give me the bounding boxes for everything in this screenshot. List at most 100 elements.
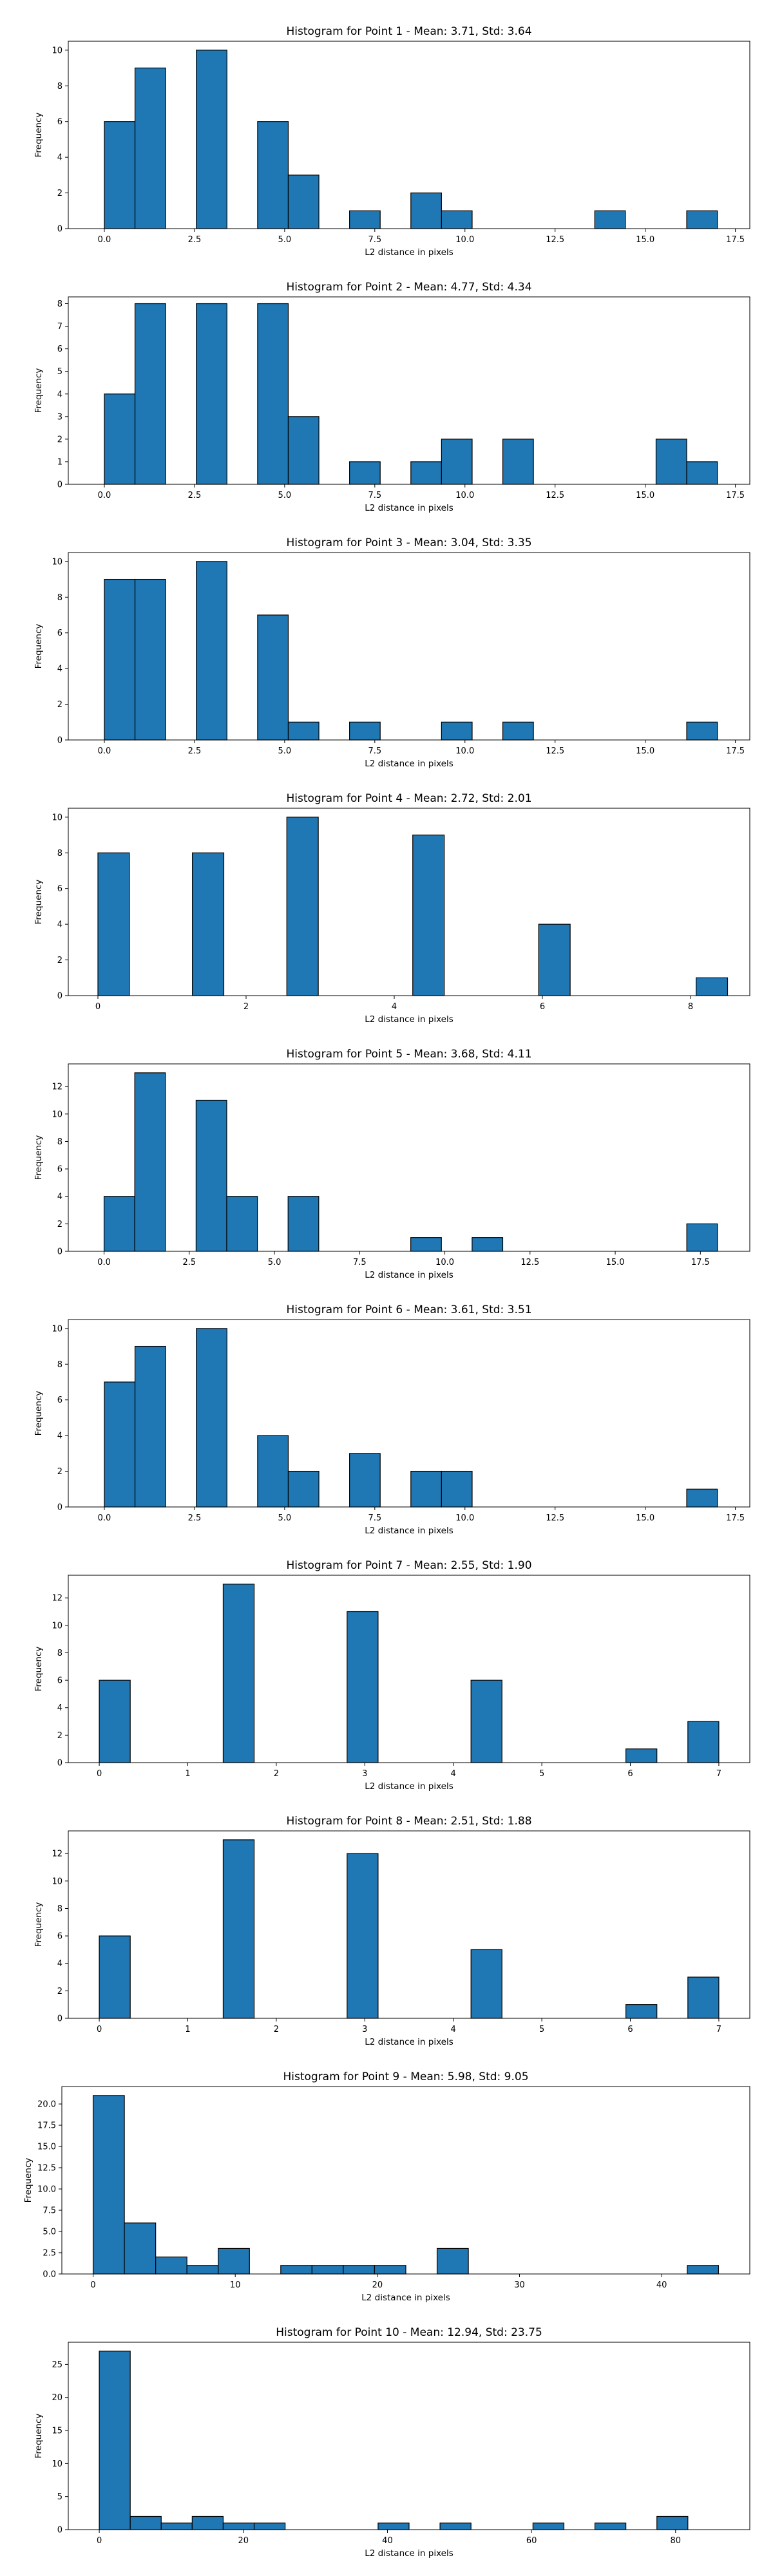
histogram-bar (410, 1470, 442, 1508)
histogram-bar (257, 614, 289, 741)
chart-title: Histogram for Point 5 - Mean: 3.68, Std:… (286, 1048, 531, 1061)
y-tick-label: 0 (57, 2526, 62, 2535)
x-axis: 0 10 20 30 40 (90, 2274, 667, 2290)
histogram-bar (134, 578, 166, 741)
x-tick-label: 4 (451, 1769, 456, 1779)
plot-frame (68, 1575, 750, 1763)
x-axis: 0 1 2 3 4 5 6 7 (97, 1763, 721, 1779)
histogram-bar (347, 1611, 379, 1763)
plot-frame (68, 1830, 750, 2019)
plot-frame (68, 296, 750, 485)
y-tick-label: 8 (57, 299, 62, 309)
histogram-bar (134, 1345, 166, 1508)
x-tick-label: 7.5 (368, 1513, 381, 1523)
x-tick-label: 20 (238, 2536, 249, 2546)
y-tick-label: 10 (52, 1621, 62, 1631)
histogram-bar (343, 2265, 376, 2275)
x-tick-label: 5.0 (278, 746, 292, 756)
chart-title: Histogram for Point 7 - Mean: 2.55, Std:… (286, 1559, 531, 1572)
histogram-bar (196, 561, 227, 741)
y-tick-label: 7 (57, 322, 62, 332)
x-tick-label: 17.5 (726, 746, 745, 756)
histogram-bar (377, 2523, 410, 2530)
x-tick-label: 17.5 (726, 235, 745, 245)
y-axis: 0 2 4 6 8 10 (52, 557, 68, 746)
y-axis: 0.0 2.5 5.0 7.5 10.0 12.5 15.0 17.5 20.0 (37, 2100, 62, 2280)
bars-group (92, 2095, 720, 2275)
histogram-bar (92, 2095, 125, 2275)
histogram-bar (441, 210, 473, 229)
histogram-panel-2: Histogram for Point 2 - Mean: 4.77, Std:… (33, 281, 750, 513)
histogram-bar (532, 2523, 565, 2530)
y-axis-label: Frequency (33, 1391, 44, 1436)
y-tick-label: 2.5 (43, 2249, 56, 2259)
histogram-bar (687, 1976, 720, 2019)
x-tick-label: 7.5 (368, 235, 381, 245)
y-tick-label: 20 (52, 2393, 62, 2403)
y-tick-label: 8 (57, 1904, 62, 1914)
histogram-bar (696, 977, 729, 996)
histogram-bar (686, 1223, 718, 1252)
x-tick-label: 15.0 (636, 491, 654, 500)
histogram-bar (104, 578, 136, 741)
histogram-bar (655, 439, 687, 485)
chart-title: Histogram for Point 3 - Mean: 3.04, Std:… (286, 536, 531, 549)
bars-group (104, 303, 718, 485)
histogram-bar (287, 175, 320, 229)
y-tick-label: 4 (57, 1703, 62, 1713)
y-tick-label: 2 (57, 435, 62, 444)
histogram-bar (192, 852, 225, 996)
plot-frame (68, 2342, 750, 2530)
x-tick-label: 3 (362, 1769, 367, 1779)
histogram-bar (374, 2265, 406, 2275)
bars-group (99, 2351, 689, 2530)
x-tick-label: 10.0 (455, 1513, 474, 1523)
histogram-bar (196, 303, 227, 485)
x-tick-label: 2 (274, 2025, 279, 2034)
histogram-bar (222, 2523, 255, 2530)
histogram-panel-8: Histogram for Point 8 - Mean: 2.51, Std:… (33, 1815, 750, 2047)
y-tick-label: 8 (57, 1360, 62, 1370)
histogram-bar (686, 210, 718, 229)
histogram-bar (134, 67, 166, 229)
histogram-bar (412, 834, 445, 996)
y-tick-label: 10.0 (37, 2185, 56, 2195)
histogram-bar (129, 2515, 162, 2530)
histogram-bar (257, 121, 289, 229)
histogram-bar (99, 1935, 131, 2019)
histogram-bar (287, 1196, 320, 1252)
x-tick-label: 6 (540, 1002, 545, 1012)
x-tick-label: 7 (716, 1769, 721, 1779)
histogram-bar (687, 1721, 720, 1763)
plot-frame (68, 808, 750, 996)
x-tick-label: 8 (688, 1002, 693, 1012)
histogram-bar (160, 2523, 193, 2530)
y-tick-label: 6 (57, 345, 62, 354)
x-tick-label: 2.5 (188, 746, 202, 756)
y-tick-label: 2 (57, 1467, 62, 1477)
histogram-bar (687, 2265, 720, 2275)
y-tick-label: 5.0 (43, 2228, 56, 2237)
y-axis-label: Frequency (33, 113, 44, 158)
x-tick-label: 2.5 (188, 1513, 202, 1523)
y-tick-label: 0 (57, 480, 62, 490)
histogram-bar (124, 2222, 157, 2275)
x-tick-label: 2.5 (188, 235, 202, 245)
histogram-bar (218, 2248, 250, 2275)
y-tick-label: 10 (52, 2459, 62, 2469)
histogram-bar (349, 461, 381, 485)
y-axis: 0 2 4 6 8 10 12 (52, 1083, 68, 1257)
x-tick-label: 0.0 (98, 746, 111, 756)
histogram-bar (686, 721, 718, 741)
chart-title: Histogram for Point 1 - Mean: 3.71, Std:… (286, 25, 531, 38)
y-tick-label: 4 (57, 390, 62, 399)
y-tick-label: 2 (57, 189, 62, 198)
y-tick-label: 12 (52, 1594, 62, 1604)
y-tick-label: 12 (52, 1850, 62, 1859)
x-axis-label: L2 distance in pixels (365, 1781, 453, 1792)
x-axis-label: L2 distance in pixels (365, 1014, 453, 1025)
x-tick-label: 17.5 (726, 1513, 745, 1523)
x-tick-label: 0.0 (98, 491, 111, 500)
histogram-bar (349, 721, 381, 741)
y-axis: 0 2 4 6 8 10 (52, 46, 68, 234)
